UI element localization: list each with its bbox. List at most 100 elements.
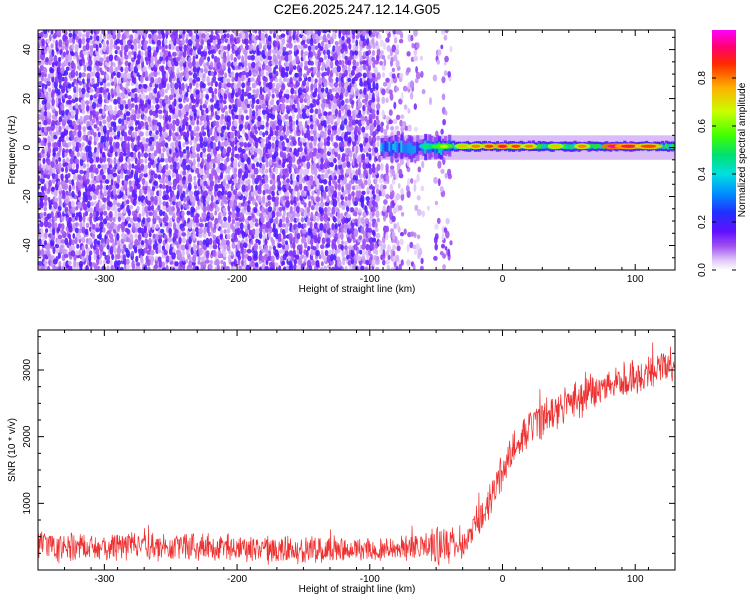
noise-cell — [122, 100, 127, 105]
noise-cell — [376, 72, 381, 80]
noise-cell — [167, 181, 172, 186]
noise-cell — [371, 199, 376, 207]
noise-cell — [291, 155, 296, 163]
noise-cell — [380, 173, 384, 179]
noise-cell — [275, 135, 280, 140]
noise-cell — [334, 59, 339, 67]
noise-cell — [283, 134, 287, 141]
noise-cell — [38, 113, 42, 121]
noise-cell — [205, 162, 210, 171]
noise-cell — [74, 158, 80, 165]
noise-cell — [175, 146, 178, 153]
noise-cell — [105, 105, 110, 111]
noise-cell — [251, 163, 256, 170]
noise-cell — [182, 149, 187, 154]
noise-cell — [54, 110, 59, 117]
noise-cell — [189, 218, 193, 225]
noise-cell — [372, 237, 377, 243]
noise-cell — [158, 237, 162, 244]
noise-cell — [305, 249, 309, 257]
noise-cell — [63, 70, 69, 76]
noise-cell — [81, 245, 85, 251]
noise-cell — [98, 200, 102, 209]
noise-cell — [64, 148, 69, 153]
noise-cell — [75, 108, 79, 116]
noise-cell — [137, 30, 141, 36]
noise-cell — [206, 225, 210, 234]
noise-cell — [92, 244, 97, 251]
noise-cell — [58, 185, 62, 192]
noise-cell — [230, 53, 234, 61]
noise-cell — [309, 142, 313, 149]
noise-cell — [268, 158, 273, 166]
noise-cell — [244, 180, 248, 187]
noise-cell — [62, 147, 66, 155]
noise-cell — [296, 205, 300, 214]
noise-cell — [337, 182, 341, 191]
noise-cell — [102, 40, 106, 47]
noise-cell — [233, 177, 238, 185]
noise-cell — [413, 183, 417, 192]
noise-cell — [288, 30, 292, 37]
noise-cell — [444, 55, 449, 63]
noise-cell — [301, 80, 307, 87]
noise-cell — [72, 172, 77, 181]
signal-band-core — [384, 141, 388, 152]
noise-cell — [246, 204, 251, 213]
noise-cell — [406, 190, 411, 198]
noise-cell — [130, 126, 134, 132]
noise-cell — [293, 107, 298, 113]
noise-cell — [157, 204, 161, 211]
noise-cell — [303, 202, 307, 208]
noise-cell — [314, 78, 318, 84]
noise-cell — [71, 134, 75, 141]
noise-cell — [343, 176, 347, 185]
noise-cell — [195, 227, 199, 233]
noise-cell — [191, 104, 196, 113]
noise-cell — [279, 218, 283, 225]
signal-band-core — [565, 144, 569, 149]
noise-cell — [157, 109, 163, 115]
noise-cell — [336, 117, 341, 126]
noise-cell — [95, 135, 99, 142]
noise-cell — [230, 251, 234, 256]
noise-cell — [131, 108, 136, 116]
noise-cell — [371, 210, 375, 217]
noise-cell — [199, 104, 203, 111]
noise-cell — [63, 35, 68, 41]
noise-cell — [65, 49, 69, 55]
noise-cell — [258, 130, 263, 136]
noise-cell — [206, 76, 211, 84]
noise-cell — [241, 184, 247, 192]
noise-cell — [292, 241, 296, 250]
noise-cell — [354, 125, 359, 134]
noise-cell — [235, 212, 241, 218]
noise-cell — [71, 206, 76, 214]
noise-cell — [126, 141, 130, 151]
noise-cell — [300, 217, 305, 223]
noise-cell — [97, 131, 101, 138]
noise-cell — [209, 98, 214, 103]
noise-cell — [249, 145, 255, 154]
noise-cell — [310, 76, 314, 84]
noise-cell — [307, 245, 311, 251]
noise-cell — [132, 222, 136, 231]
noise-cell — [375, 266, 380, 270]
noise-cell — [284, 195, 290, 201]
noise-cell — [180, 56, 186, 64]
noise-cell — [374, 227, 379, 232]
noise-cell — [157, 256, 162, 262]
noise-cell — [68, 216, 72, 223]
noise-cell — [75, 91, 79, 98]
noise-cell — [376, 124, 381, 132]
noise-cell — [168, 128, 172, 137]
noise-cell — [224, 72, 228, 79]
noise-cell — [226, 152, 230, 157]
noise-cell — [62, 82, 67, 88]
noise-cell — [220, 113, 225, 120]
noise-cell — [391, 231, 396, 240]
noise-cell — [217, 184, 223, 189]
noise-cell — [169, 217, 174, 224]
noise-cell — [261, 163, 266, 171]
noise-cell — [308, 200, 312, 208]
